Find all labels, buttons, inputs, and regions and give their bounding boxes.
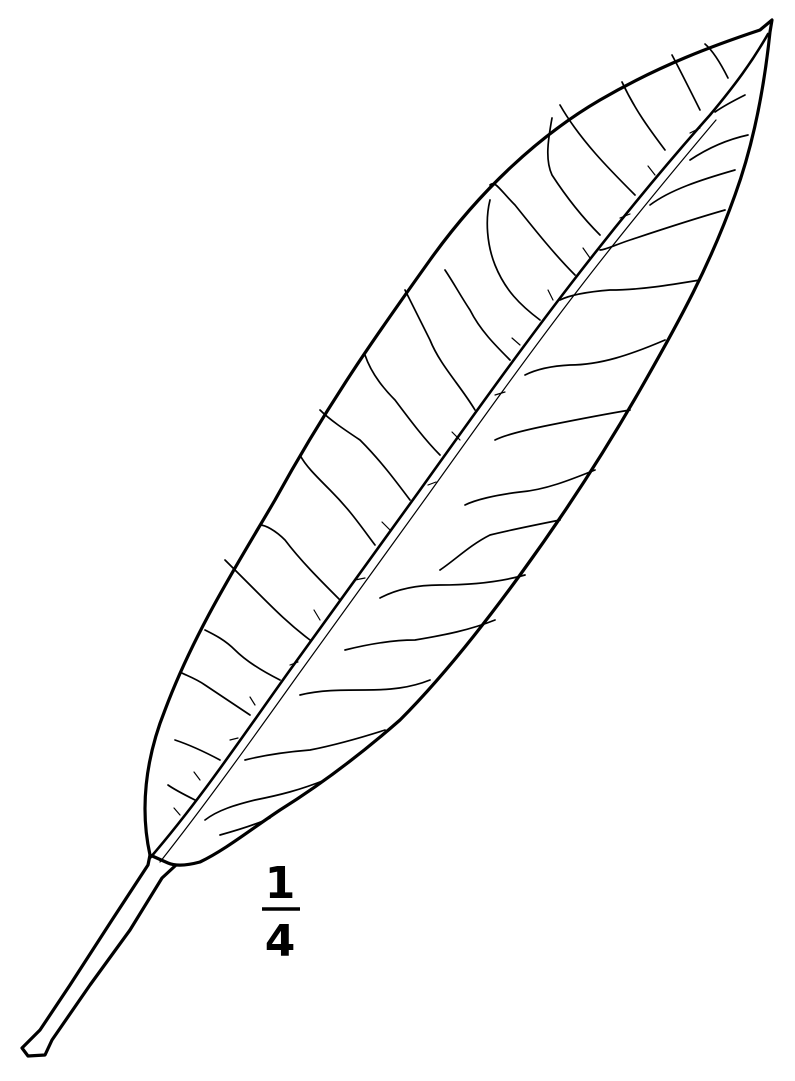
upper-lateral-veins [167,43,729,801]
petiole [20,853,177,1058]
leaf-blade [143,18,774,867]
scale-denominator: 4 [265,916,296,967]
midrib [148,32,770,863]
scale-numerator: 1 [265,858,296,909]
scale-fraction: 1 4 [262,858,300,967]
lower-lateral-veins [204,94,749,836]
veinlets [173,127,701,816]
